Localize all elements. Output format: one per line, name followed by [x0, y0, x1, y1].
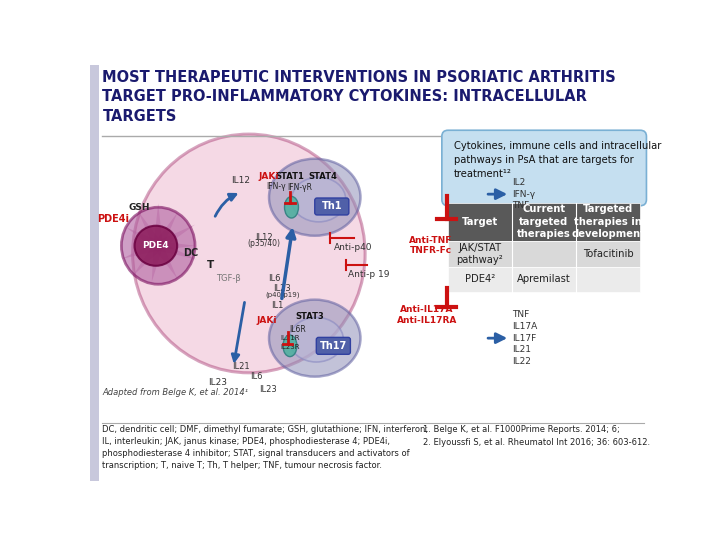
FancyBboxPatch shape [315, 198, 349, 215]
PathPatch shape [153, 204, 163, 246]
Text: PDE4: PDE4 [143, 241, 169, 250]
Text: IL12: IL12 [256, 233, 273, 242]
Text: IL23: IL23 [274, 284, 291, 293]
Text: JAKi: JAKi [256, 316, 277, 325]
Text: IL1: IL1 [271, 301, 284, 309]
PathPatch shape [154, 212, 178, 248]
Text: IL21R: IL21R [280, 335, 300, 341]
PathPatch shape [157, 241, 196, 259]
Text: STAT3: STAT3 [295, 312, 324, 321]
Text: MOST THERAPEUTIC INTERVENTIONS IN PSORIATIC ARTHRITIS
TARGET PRO-INFLAMMATORY CY: MOST THERAPEUTIC INTERVENTIONS IN PSORIA… [102, 70, 616, 124]
PathPatch shape [132, 243, 162, 276]
Text: IL23R: IL23R [280, 343, 300, 349]
Ellipse shape [289, 318, 343, 362]
Ellipse shape [132, 134, 365, 373]
Text: Anti-p 19: Anti-p 19 [348, 270, 390, 279]
Text: STAT1: STAT1 [276, 172, 305, 181]
Text: Tofacitinib: Tofacitinib [582, 249, 634, 259]
Text: PDE4i: PDE4i [97, 214, 130, 224]
Text: Adapted from Belge K, et al. 2014¹: Adapted from Belge K, et al. 2014¹ [102, 388, 248, 397]
Text: Anti-IL17A
Anti-IL17RA: Anti-IL17A Anti-IL17RA [397, 305, 457, 325]
Text: PDE4²: PDE4² [464, 274, 495, 284]
Text: TGF-β: TGF-β [215, 274, 240, 284]
Text: (p35/40): (p35/40) [248, 239, 281, 248]
Text: IFN-γ: IFN-γ [266, 182, 286, 191]
Text: IL21: IL21 [233, 362, 250, 371]
Text: IL6R: IL6R [289, 325, 306, 334]
Text: DC, dendritic cell; DMF, dimethyl fumarate; GSH, glutathione; IFN, interferon;
I: DC, dendritic cell; DMF, dimethyl fumara… [102, 425, 428, 470]
Text: (p40/p19): (p40/p19) [265, 291, 300, 298]
PathPatch shape [126, 227, 161, 250]
PathPatch shape [122, 241, 160, 259]
Text: Current
targeted
therapies: Current targeted therapies [517, 205, 571, 239]
Text: IFN-γR: IFN-γR [287, 184, 312, 192]
Text: JAKi: JAKi [258, 172, 279, 181]
Ellipse shape [269, 300, 361, 377]
Text: JAK/STAT
pathway²: JAK/STAT pathway² [456, 242, 503, 265]
Text: 1. Belge K, et al. F1000Prime Reports. 2014; 6;
2. Elyoussfi S, et al. Rheumatol: 1. Belge K, et al. F1000Prime Reports. 2… [423, 425, 650, 447]
Bar [448, 267, 640, 292]
Ellipse shape [122, 207, 195, 284]
Text: T: T [207, 260, 214, 270]
Ellipse shape [269, 159, 361, 236]
Ellipse shape [292, 177, 346, 222]
Text: IL6: IL6 [251, 372, 263, 381]
Bar [448, 241, 640, 267]
Ellipse shape [135, 226, 177, 266]
PathPatch shape [154, 244, 178, 279]
Text: DC: DC [183, 248, 199, 259]
Text: Th17: Th17 [320, 341, 347, 351]
Text: Cytokines, immune cells and intracellular
pathways in PsA that are targets for
t: Cytokines, immune cells and intracellula… [454, 141, 662, 179]
Text: IL2
IFN-γ
TNF: IL2 IFN-γ TNF [513, 178, 536, 211]
Text: GSH: GSH [128, 202, 150, 212]
Text: Apremilast: Apremilast [517, 274, 571, 284]
Text: Target: Target [462, 217, 498, 227]
PathPatch shape [152, 245, 163, 282]
Text: Anti-p40: Anti-p40 [334, 243, 373, 252]
FancyBboxPatch shape [442, 130, 647, 206]
PathPatch shape [138, 211, 162, 248]
Text: IL6: IL6 [269, 274, 281, 284]
Text: Th1: Th1 [322, 201, 342, 212]
Text: IL12: IL12 [232, 176, 251, 185]
Text: Anti-TNF
TNFR-Fc: Anti-TNF TNFR-Fc [409, 236, 453, 255]
Text: Targeted
therapies in
development: Targeted therapies in development [571, 205, 645, 239]
FancyBboxPatch shape [316, 338, 351, 354]
Bar [448, 202, 640, 241]
Text: TNF
IL17A
IL17F
IL21
IL22: TNF IL17A IL17F IL21 IL22 [513, 310, 538, 366]
Ellipse shape [284, 197, 299, 218]
FancyBboxPatch shape [90, 65, 99, 481]
Text: IL23: IL23 [259, 385, 277, 394]
Text: STAT4: STAT4 [308, 172, 337, 181]
PathPatch shape [156, 225, 195, 250]
Ellipse shape [283, 335, 297, 356]
PathPatch shape [158, 241, 195, 251]
Text: IL23: IL23 [208, 377, 228, 387]
